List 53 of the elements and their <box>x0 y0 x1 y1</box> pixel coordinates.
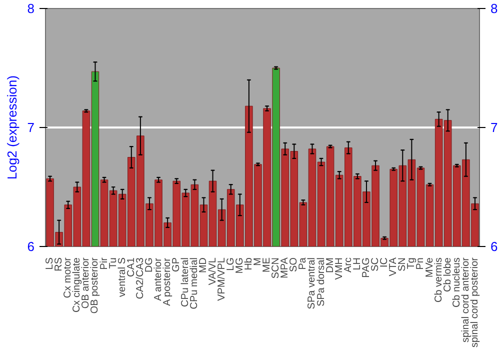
x-tick-label: PAG <box>360 257 372 278</box>
x-tick-label: SPa dorsal <box>316 257 327 306</box>
x-tick-label: VTA <box>388 257 400 276</box>
x-tick-label: Cb lobe <box>442 257 454 292</box>
x-tick-label: Cx cingulate <box>72 257 83 313</box>
y-axis-title: Log2 (expression) <box>4 75 20 180</box>
x-tick-label: M <box>252 257 264 266</box>
x-tick-label: LG <box>225 257 236 271</box>
x-tick-label: MD <box>198 257 210 274</box>
x-tick-label: MPA <box>280 257 291 278</box>
x-tick-label: Hb <box>243 257 254 270</box>
x-tick-label: VA/VL <box>207 257 218 286</box>
x-tick-label: SCN <box>270 257 282 279</box>
x-tick-label: MVe <box>424 257 436 278</box>
y2-tick-label: 8 <box>490 1 498 16</box>
x-tick-label: A posterior <box>162 257 174 306</box>
x-tick-label: VPM/VPL <box>216 257 228 301</box>
x-tick-label: CPu medial <box>189 257 200 310</box>
x-tick-label: Cb vermis <box>433 257 444 303</box>
x-tick-label: DG <box>144 257 155 272</box>
x-tick-label: ventral S <box>116 257 128 297</box>
x-tick-label: RS <box>54 257 65 272</box>
y2-tick-label: 7 <box>490 120 498 135</box>
x-tick-label: Pa <box>298 257 309 270</box>
x-tick-label: OB anterior <box>80 256 92 309</box>
x-tick-label: CA1 <box>126 257 137 277</box>
x-tick-label: SN <box>397 257 408 272</box>
y2-tick-label: 6 <box>490 239 498 254</box>
x-tick-label: Pir <box>98 256 110 270</box>
x-tick-label: Arc <box>342 258 354 272</box>
x-tick-label: LS <box>44 257 56 270</box>
x-tick-label: SO <box>288 257 300 272</box>
x-tick-label: MG <box>234 257 246 274</box>
x-tick-label: spinal cord posterior <box>469 256 480 348</box>
x-tick-label: OB posterior <box>90 256 101 314</box>
y-tick-label: 7 <box>27 120 35 135</box>
x-tick-label: IC <box>379 258 390 268</box>
x-tick-label: Tg <box>406 258 418 270</box>
x-tick-label: GP <box>171 257 182 272</box>
x-tick-label: Tu <box>108 257 119 269</box>
x-tick-label: LH <box>352 257 363 270</box>
y-tick-label: 6 <box>27 239 35 254</box>
x-tick-label: spinal cord anterior <box>460 256 472 343</box>
x-tick-label: SPa ventral <box>306 257 318 310</box>
x-tick-label: CA2/CA3 <box>134 257 146 300</box>
x-tick-label: Pn <box>415 257 426 270</box>
x-tick-label: VMH <box>334 257 345 280</box>
x-tick-label: DM <box>324 257 336 274</box>
x-tick-label: SC <box>370 257 382 272</box>
x-tick-label: ME <box>262 257 273 272</box>
x-tick-label: Cb nucleus <box>451 258 462 308</box>
x-tick-label: A anterior <box>153 257 164 301</box>
y-tick-label: 8 <box>27 1 35 16</box>
